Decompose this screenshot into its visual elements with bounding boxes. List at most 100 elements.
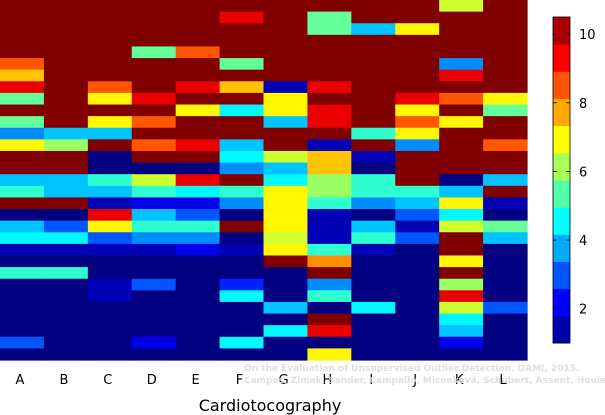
heatmap-cell [439,34,484,48]
heatmap-cell [43,34,89,48]
heatmap-cell [175,69,221,82]
x-tick-label: I [369,373,373,388]
heatmap-cell [483,104,528,117]
heatmap-cell [483,185,528,199]
heatmap-cell [307,116,352,129]
heatmap-cell [395,11,440,24]
heatmap-cell [263,197,309,210]
colorbar-ticks: 2 4 6 8 10 [553,28,596,318]
heatmap-cell [263,92,309,106]
heatmap-cell [175,150,221,164]
heatmap-cell [131,278,177,291]
heatmap-cell [483,92,528,106]
heatmap-cell [263,58,309,71]
heatmap-cell [483,23,528,36]
colorbar-step [553,180,570,208]
heatmap-cell [219,174,265,187]
heatmap-cell [0,313,45,326]
heatmap-cell [439,104,484,117]
heatmap-cell [175,23,221,36]
heatmap-cell [175,301,221,315]
heatmap-cell [439,325,484,338]
colorbar-step [553,234,570,262]
heatmap-cell [263,232,309,245]
heatmap-cell [395,104,440,117]
heatmap-cell [307,46,352,59]
heatmap-cell [131,116,177,129]
heatmap-cell [483,69,528,82]
heatmap-cell [0,34,45,48]
heatmap-cell [483,278,528,291]
heatmap-cell [131,197,177,210]
heatmap-cell [43,139,89,152]
heatmap-cell [439,139,484,152]
heatmap-cell [351,174,396,187]
heatmap-cell [175,81,221,94]
heatmap-cell [131,325,177,338]
heatmap-cell [43,23,89,36]
heatmap-cell [175,104,221,117]
heatmap-cell [87,116,133,129]
heatmap-cell [307,69,352,82]
colorbar-steps [553,17,570,344]
heatmap-cell [483,162,528,175]
heatmap-cell [263,162,309,175]
x-tick-label: L [499,373,507,388]
heatmap-cell [307,336,352,349]
x-tick-label: J [412,373,417,388]
heatmap-cell [87,243,133,257]
heatmap-cell [263,116,309,129]
heatmap-cell [131,301,177,315]
heatmap-cell [439,127,484,140]
heatmap-cell [0,0,45,13]
heatmap-cell [175,267,221,280]
heatmap-cell [307,81,352,94]
heatmap-cell [263,290,309,303]
heatmap-cell [351,81,396,94]
heatmap-cell [43,348,89,361]
heatmap-cell [131,348,177,361]
heatmap-cell [87,139,133,152]
heatmap-cell [439,58,484,71]
heatmap-cell [175,243,221,257]
heatmap-cell [219,81,265,94]
heatmap-cell [263,325,309,338]
heatmap-cell [219,11,265,24]
heatmap-cell [131,92,177,106]
heatmap-cell [131,243,177,257]
heatmap-cell [175,116,221,129]
heatmap-cell [131,0,177,13]
heatmap-cell [439,255,484,268]
heatmap-cell [0,301,45,315]
heatmap-cell [0,232,45,245]
heatmap-cell [307,127,352,140]
heatmap-cell [43,209,89,222]
heatmap-cell [219,301,265,315]
heatmap-cell [307,104,352,117]
colorbar-tick-label: 2 [579,303,587,318]
heatmap-cell [307,220,352,233]
heatmap-cell [439,197,484,210]
heatmap-cell [483,336,528,349]
heatmap-cell [439,243,484,257]
heatmap-cell [351,255,396,268]
heatmap-cell [483,348,528,361]
heatmap-cell [175,197,221,210]
heatmap-cell [395,290,440,303]
heatmap-cell [263,0,309,13]
heatmap-cell [131,185,177,199]
heatmap-cell [87,0,133,13]
heatmap-cell [439,162,484,175]
heatmap-cell [351,197,396,210]
colorbar-tick-label: 6 [579,165,587,180]
heatmap-cell [0,267,45,280]
colorbar-step [553,71,570,99]
heatmap-cell [131,255,177,268]
heatmap-cell [351,58,396,71]
heatmap-cell [131,81,177,94]
heatmap-cell [307,197,352,210]
x-tick-labels: A B C D E F G H I J K L [16,373,508,388]
heatmap-cell [87,220,133,233]
heatmap-cell [0,150,45,164]
colorbar: 2 4 6 8 10 [552,16,596,344]
